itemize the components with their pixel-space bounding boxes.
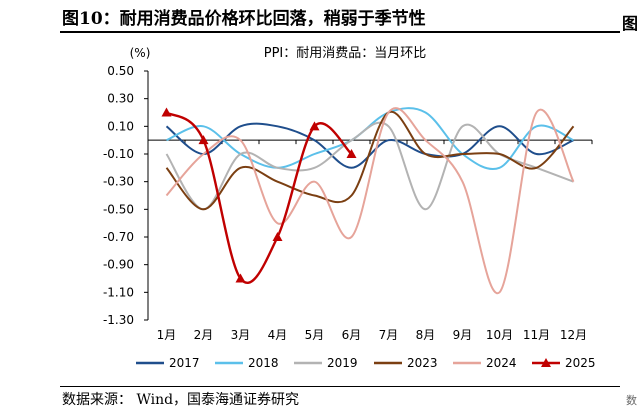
figure-title: 图10：耐用消费品价格环比回落，稍弱于季节性 [62,9,426,29]
y-tick-label: -0.50 [103,202,134,216]
y-tick-label: 0.50 [107,64,134,78]
x-tick-label: 4月 [268,328,288,342]
y-tick-label: 0.10 [107,119,134,133]
y-tick-label: 0.30 [107,92,134,106]
x-tick-label: 1月 [157,328,177,342]
title-rule [60,31,620,33]
series-lines [161,107,575,295]
x-tick-label: 5月 [305,328,325,342]
y-tick-label: -0.70 [103,230,134,244]
edge-title-fragment: 图 [622,14,639,33]
legend-marker-2025 [541,358,551,367]
legend-label-2019: 2019 [327,356,358,370]
x-tick-label: 10月 [486,328,513,342]
marker-2025-1 [161,107,172,117]
y-axis: 0.50 0.30 0.10 -0.10 -0.30 -0.50 -0.70 -0.90 -1.… [103,64,149,327]
series-line-2017 [165,122,574,169]
marker-2025-3 [235,273,246,283]
chart-title: PPI：耐用消费品：当月环比 [264,46,427,61]
series-line-2024 [165,107,575,295]
y-axis-unit: (%) [130,46,151,60]
edge-source-fragment: 数 [626,394,637,407]
marker-2025-6 [346,149,357,158]
x-tick-label: 9月 [453,328,473,342]
marker-2025-2 [198,135,209,145]
legend-label-2023: 2023 [407,356,438,370]
y-tick-label: -0.90 [103,258,134,272]
x-tick-label: 6月 [342,328,362,342]
marker-2025-5 [309,121,320,131]
x-tick-label: 12月 [560,328,587,342]
x-axis: 1月 2月 3月 4月 5月 6月 7月 8月 9月 10月 11月 12月 [147,139,593,342]
source-note: 数据来源： Wind，国泰海通证券研究 [62,392,300,408]
footer-rule [60,386,620,387]
y-tick-label: -1.30 [103,313,134,327]
marker-2025-4 [272,232,283,241]
x-tick-label: 11月 [523,328,550,342]
y-tick-label: -0.30 [103,175,134,189]
series-line-2023 [165,110,575,211]
x-tick-label: 2月 [194,328,214,342]
legend-label-2017: 2017 [169,356,200,370]
legend-label-2024: 2024 [486,356,517,370]
legend-label-2018: 2018 [248,356,279,370]
legend-label-2025: 2025 [565,356,596,370]
x-tick-label: 7月 [379,328,399,342]
x-tick-label: 8月 [416,328,436,342]
x-tick-label: 3月 [231,328,251,342]
y-tick-label: -0.10 [103,147,134,161]
legend: 2017 2018 2019 2023 2024 2025 [136,356,596,370]
y-tick-label: -1.10 [103,285,134,299]
